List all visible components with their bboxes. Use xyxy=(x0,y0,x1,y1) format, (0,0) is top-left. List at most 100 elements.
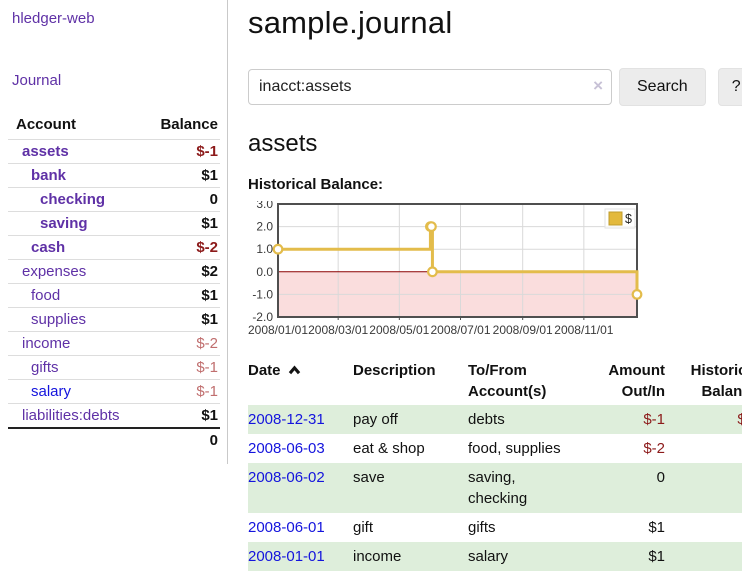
svg-text:2.0: 2.0 xyxy=(256,220,273,234)
account-balance: $-1 xyxy=(146,355,220,380)
accounts-body: assets $-1 bank $1 checking 0 saving $1 cash $-2 e… xyxy=(8,139,220,428)
svg-text:$: $ xyxy=(625,212,632,226)
help-button[interactable]: ? xyxy=(717,68,742,106)
search-button[interactable]: Search xyxy=(619,68,706,106)
account-row: supplies $1 xyxy=(8,307,220,332)
register-description: save xyxy=(353,469,385,486)
account-link-food[interactable]: food xyxy=(31,287,61,304)
svg-text:-2.0: -2.0 xyxy=(252,310,273,324)
historical-balance-chart: 2008/01/01 2008/03/01 2008/05/01 2008/07/01… xyxy=(244,197,742,348)
accounts-col-balance: Balance xyxy=(160,116,218,133)
register-table: Date Description To/From Account(s) Amount Ou… xyxy=(248,358,742,571)
account-link-liabilities-debts[interactable]: liabilities:debts xyxy=(22,407,120,424)
clear-search-icon[interactable]: × xyxy=(593,76,603,95)
register-date-link[interactable]: 2008-01-01 xyxy=(248,548,325,565)
svg-text:-1.0: -1.0 xyxy=(252,287,273,301)
account-balance: $1 xyxy=(146,307,220,332)
register-accounts: food, supplies xyxy=(468,440,561,457)
svg-text:2008/11/01: 2008/11/01 xyxy=(554,323,613,337)
register-row: 2008-01-01 income salary $1$1 xyxy=(248,542,742,571)
sort-ascending-icon xyxy=(288,365,300,375)
account-link-checking[interactable]: checking xyxy=(40,191,106,208)
accounts-table: Account Balance assets $-1 bank $1 checking 0… xyxy=(8,112,220,452)
account-row: cash $-2 xyxy=(8,235,220,260)
account-balance: $-2 xyxy=(146,331,220,356)
account-row: expenses $2 xyxy=(8,259,220,284)
search-input[interactable] xyxy=(248,69,612,105)
register-amount: $1 xyxy=(648,548,665,565)
register-row: 2008-12-31 pay off debts $-1 $-1 xyxy=(248,405,742,434)
account-link-income[interactable]: income xyxy=(22,335,71,352)
register-description: gift xyxy=(353,519,374,536)
register-amount: $1 xyxy=(648,519,665,536)
account-link-gifts[interactable]: gifts xyxy=(31,359,59,376)
register-date-link[interactable]: 2008-06-03 xyxy=(248,440,325,457)
register-balance: $1 xyxy=(666,542,742,571)
account-balance: $1 xyxy=(146,211,220,236)
svg-text:1.0: 1.0 xyxy=(256,242,273,256)
register-date-link[interactable]: 2008-06-01 xyxy=(248,519,325,536)
sidebar-nav: Journal xyxy=(12,72,227,90)
accounts-total-row: 0 xyxy=(8,427,220,452)
svg-text:2008/07/01: 2008/07/01 xyxy=(430,323,490,337)
accounts-col-account: Account xyxy=(16,116,76,133)
register-balance: 0 xyxy=(666,434,742,463)
register-description: pay off xyxy=(353,411,398,428)
account-balance: $-1 xyxy=(146,139,220,164)
register-balance: $2 xyxy=(666,513,742,542)
account-row: salary $-1 xyxy=(8,379,220,404)
account-row: gifts $-1 xyxy=(8,355,220,380)
account-row: assets $-1 xyxy=(8,139,220,164)
register-row: 2008-06-03 eat & shop food, supplies $-20 xyxy=(248,434,742,463)
account-link-saving[interactable]: saving xyxy=(40,215,88,232)
account-link-bank[interactable]: bank xyxy=(31,167,67,184)
account-row: income $-2 xyxy=(8,331,220,356)
register-date-link[interactable]: 2008-06-02 xyxy=(248,469,325,486)
svg-text:3.0: 3.0 xyxy=(256,201,273,211)
account-row: saving $1 xyxy=(8,211,220,236)
page-title: sample.journal xyxy=(248,5,453,40)
account-row: liabilities:debts $1 xyxy=(8,403,220,428)
svg-text:2008/05/01: 2008/05/01 xyxy=(369,323,429,337)
register-accounts: debts xyxy=(468,411,505,428)
account-heading: assets xyxy=(248,130,318,157)
accounts-header-row: Account Balance xyxy=(8,112,220,140)
account-row: bank $1 xyxy=(8,163,220,188)
account-link-assets[interactable]: assets xyxy=(22,143,69,160)
sidebar: hledger-web Journal Account Balance asse… xyxy=(0,0,228,464)
register-balance: $2 xyxy=(666,463,742,513)
register-col-to-from: To/From Account(s) xyxy=(468,362,547,400)
register-date-link[interactable]: 2008-12-31 xyxy=(248,411,325,428)
register-description: income xyxy=(353,548,402,565)
account-row: checking 0 xyxy=(8,187,220,212)
accounts-total-value: 0 xyxy=(146,427,220,452)
account-link-supplies[interactable]: supplies xyxy=(31,311,87,328)
account-link-cash[interactable]: cash xyxy=(31,239,66,256)
svg-text:2008/03/01: 2008/03/01 xyxy=(308,323,368,337)
account-balance: $-1 xyxy=(146,379,220,404)
main-content: sample.journal × Search ? assets Histori… xyxy=(228,0,742,571)
register-description: eat & shop xyxy=(353,440,425,457)
register-amount: $-1 xyxy=(643,411,665,428)
account-link-salary[interactable]: salary xyxy=(31,383,72,400)
account-link-expenses[interactable]: expenses xyxy=(22,263,87,280)
svg-text:2008/09/01: 2008/09/01 xyxy=(493,323,553,337)
register-accounts: saving, checking xyxy=(468,469,528,507)
account-balance: 0 xyxy=(146,187,220,212)
register-balance: $-1 xyxy=(737,411,742,428)
register-col-description: Description xyxy=(353,362,436,379)
register-row: 2008-06-02 save saving, checking 0$2 xyxy=(248,463,742,513)
account-balance: $1 xyxy=(146,283,220,308)
account-balance: $2 xyxy=(146,259,220,284)
register-amount: $-2 xyxy=(643,440,665,457)
register-header-row: Date Description To/From Account(s) Amount Ou… xyxy=(248,358,742,405)
chart-title: Historical Balance: xyxy=(248,176,384,193)
register-accounts: gifts xyxy=(468,519,496,536)
app-title-link[interactable]: hledger-web xyxy=(12,10,95,27)
register-col-date[interactable]: Date xyxy=(248,358,353,405)
sidebar-item-journal[interactable]: Journal xyxy=(12,72,62,89)
search-bar: × Search ? xyxy=(248,68,742,106)
register-col-amount: Amount Out/In xyxy=(608,362,665,400)
account-row: food $1 xyxy=(8,283,220,308)
